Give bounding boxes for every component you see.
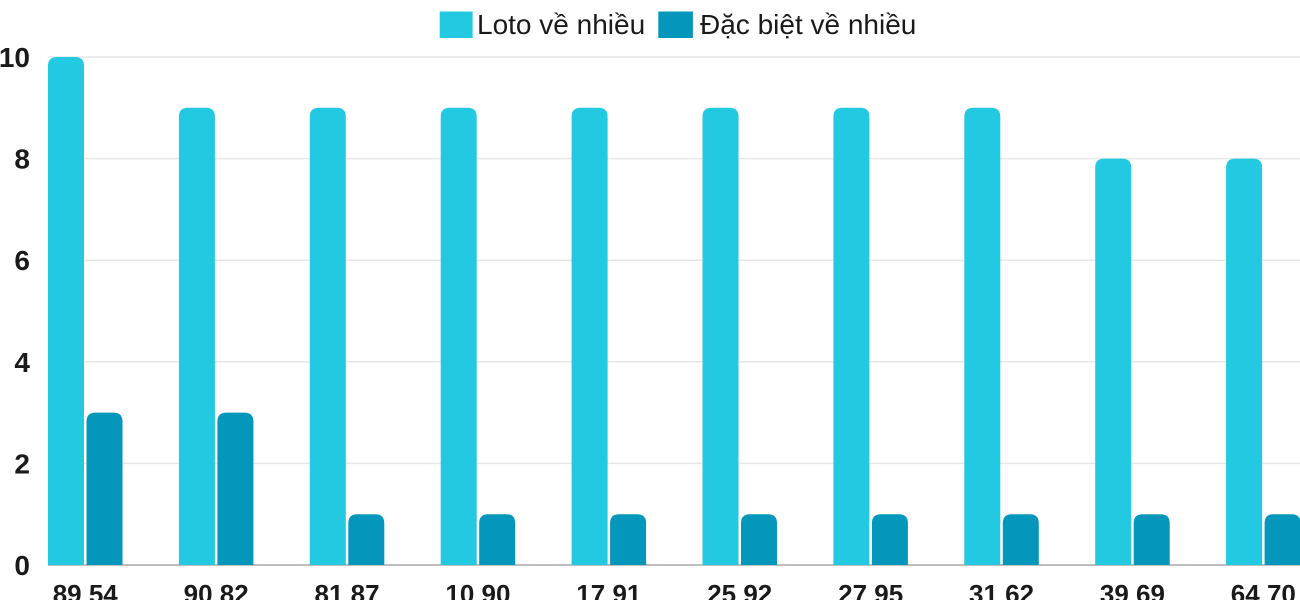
svg-text:2: 2: [14, 448, 30, 479]
svg-text:17 91: 17 91: [576, 579, 641, 600]
svg-text:27 95: 27 95: [838, 579, 903, 600]
svg-text:4: 4: [14, 347, 30, 378]
svg-text:39 69: 39 69: [1100, 579, 1165, 600]
svg-text:31 62: 31 62: [969, 579, 1034, 600]
svg-text:8: 8: [14, 144, 30, 175]
svg-text:Đặc biệt về nhiều: Đặc biệt về nhiều: [700, 9, 916, 40]
svg-text:Loto về nhiều: Loto về nhiều: [477, 9, 645, 40]
svg-text:10: 10: [0, 42, 30, 73]
svg-text:6: 6: [14, 245, 30, 276]
svg-text:25 92: 25 92: [707, 579, 772, 600]
svg-text:10 90: 10 90: [445, 579, 510, 600]
svg-text:90 82: 90 82: [184, 579, 249, 600]
svg-text:0: 0: [14, 550, 30, 581]
svg-text:89 54: 89 54: [53, 579, 119, 600]
svg-text:81 87: 81 87: [315, 579, 380, 600]
svg-text:64 70: 64 70: [1231, 579, 1296, 600]
